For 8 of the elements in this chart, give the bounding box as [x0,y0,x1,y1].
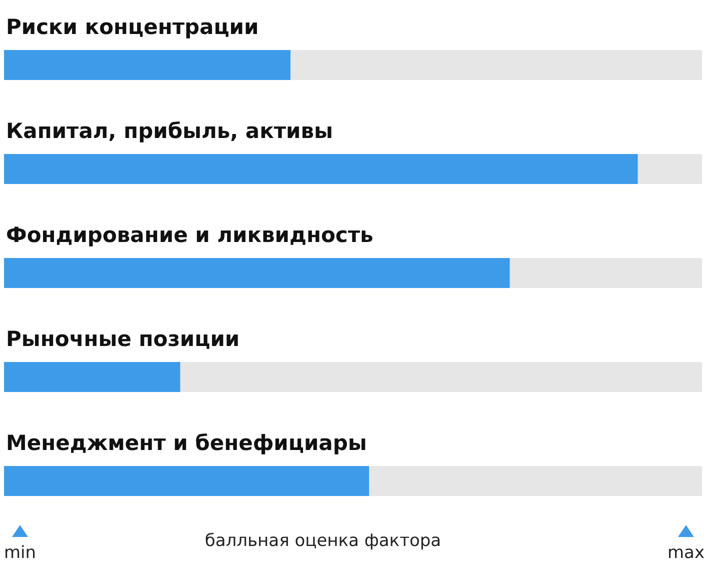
y-tick-label: Менеджмент и бенефициары [6,431,367,455]
y-tick-label: Капитал, прибыль, активы [6,119,334,143]
y-tick-label: Риски концентрации [6,15,259,39]
y-tick-label: Рыночные позиции [6,327,240,351]
x-axis-title: балльная оценка фактора [204,531,442,551]
text: max [667,543,705,563]
text: min [4,543,36,563]
y-tick-label: Фондирование и ликвидность [6,223,374,247]
